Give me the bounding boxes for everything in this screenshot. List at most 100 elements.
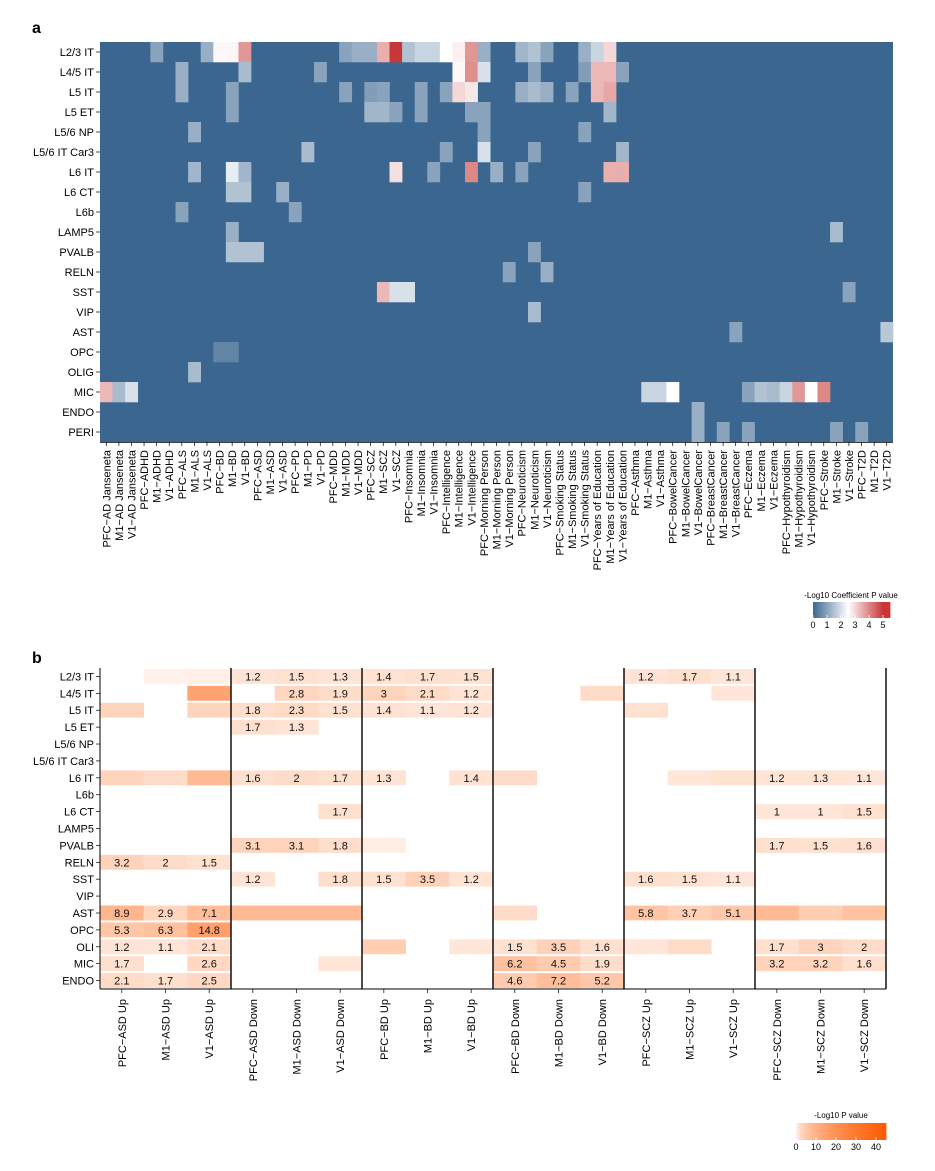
column-label: PFC−BD xyxy=(215,450,227,494)
heatmap-cell xyxy=(493,770,537,786)
cell-value-label: 2.1 xyxy=(202,942,217,954)
heatmap-cell xyxy=(125,382,139,403)
heatmap-cell xyxy=(200,42,214,63)
heatmap-cell xyxy=(187,854,232,870)
cell-value-label: 5.8 xyxy=(638,908,653,920)
heatmap-cell xyxy=(755,770,799,786)
row-label: ENDO xyxy=(62,407,94,419)
cell-value-label: 1 xyxy=(817,807,823,819)
heatmap-cell xyxy=(798,956,843,972)
column-label: V1−Eczema xyxy=(768,449,780,509)
heatmap-cell xyxy=(490,162,504,183)
row-label: L2/3 IT xyxy=(60,671,95,683)
heatmap-cell xyxy=(225,342,239,363)
heatmap-cell xyxy=(624,871,668,887)
cell-value-label: 7.1 xyxy=(202,908,217,920)
legend-swatch xyxy=(860,602,863,618)
legend-swatch xyxy=(824,1123,827,1140)
column-label: V1−Stroke xyxy=(844,450,856,502)
legend-swatch xyxy=(843,602,846,618)
cell-value-label: 3.2 xyxy=(813,959,828,971)
heatmap-cell xyxy=(274,669,319,684)
heatmap-cell xyxy=(225,222,239,243)
heatmap-cell xyxy=(100,854,144,870)
heatmap-cell xyxy=(143,770,188,786)
heatmap-cell xyxy=(578,62,592,83)
legend-swatch xyxy=(832,602,834,618)
legend-swatch xyxy=(878,602,881,618)
heatmap-cell xyxy=(540,82,554,103)
legend-swatch xyxy=(873,602,875,618)
cell-value-label: 1.2 xyxy=(638,671,653,683)
column-label: V1−SCZ xyxy=(391,450,403,492)
cell-value-label: 1.7 xyxy=(114,959,129,971)
column-label: PFC−Smoking Status xyxy=(554,450,566,556)
legend-swatch xyxy=(859,1123,861,1140)
column-label: PFC−BreastCancer xyxy=(706,450,718,546)
heatmap-cell xyxy=(842,956,887,972)
cell-value-label: 2.9 xyxy=(158,908,173,920)
heatmap-cell xyxy=(798,770,843,786)
column-label: M1−ALS xyxy=(189,450,201,493)
column-label: PFC−Asthma xyxy=(630,449,642,516)
legend-swatch xyxy=(848,602,851,618)
cell-value-label: 1.3 xyxy=(289,722,304,734)
legend-tick-label: 40 xyxy=(871,1142,881,1152)
heatmap-cell xyxy=(798,905,843,921)
panel-a-legend: -Log10 Coefficient P value 0 1 2 3 4 5 xyxy=(804,591,898,630)
heatmap-cell xyxy=(641,382,655,403)
column-label: PFC−Neuroticism xyxy=(517,450,529,537)
legend-swatch xyxy=(844,1123,846,1140)
heatmap-cell xyxy=(339,82,353,103)
cell-value-label: 1.7 xyxy=(420,671,435,683)
heatmap-cell xyxy=(779,382,793,403)
legend-swatch xyxy=(820,602,823,618)
legend-tick-label: 1 xyxy=(824,620,829,630)
heatmap-cell xyxy=(225,82,239,103)
heatmap-cell xyxy=(389,162,403,183)
heatmap-cell xyxy=(798,837,843,853)
column-label: PFC−Eczema xyxy=(743,449,755,518)
cell-value-label: 5.3 xyxy=(114,925,129,937)
cell-value-label: 1.8 xyxy=(333,840,348,852)
row-label: L5 IT xyxy=(69,87,94,99)
heatmap-cell xyxy=(624,669,668,684)
legend-swatch xyxy=(888,602,891,618)
heatmap-cell xyxy=(624,702,668,718)
column-label: PFC−Stroke xyxy=(819,450,831,510)
heatmap-cell xyxy=(238,162,252,183)
legend-swatch xyxy=(826,1123,828,1140)
legend-swatch xyxy=(829,1123,831,1140)
column-label: PFC−SCZ Up xyxy=(641,999,653,1067)
heatmap-cell xyxy=(238,62,252,83)
row-label: L4/5 IT xyxy=(60,688,95,700)
legend-title: -Log10 P value xyxy=(814,1111,868,1120)
heatmap-cell xyxy=(187,702,232,718)
heatmap-cell xyxy=(754,382,768,403)
column-label: M1−Intelligence xyxy=(454,450,466,527)
row-label: VIP xyxy=(76,891,94,903)
legend-swatch xyxy=(836,602,838,618)
column-label: V1−ASD Up xyxy=(204,999,216,1059)
legend-swatch xyxy=(805,1123,807,1140)
heatmap-cell xyxy=(667,669,712,684)
heatmap-cell xyxy=(362,685,406,701)
heatmap-cell xyxy=(449,669,494,684)
heatmap-cell xyxy=(313,62,327,83)
column-label: PFC−BowelCancer xyxy=(668,450,680,544)
cell-value-label: 1.7 xyxy=(333,807,348,819)
heatmap-cell xyxy=(590,42,604,63)
legend-swatch xyxy=(883,1123,885,1140)
heatmap-cell xyxy=(100,702,144,718)
cell-value-label: 1.1 xyxy=(726,874,741,886)
heatmap-cell xyxy=(238,182,252,203)
heatmap-cell xyxy=(755,956,799,972)
heatmap-cell xyxy=(143,854,188,870)
heatmap-cell xyxy=(691,402,705,423)
heatmap-cell xyxy=(465,102,478,123)
column-label: V1−Neuroticism xyxy=(542,450,554,528)
heatmap-cell xyxy=(493,956,537,972)
heatmap-cell xyxy=(830,422,843,443)
heatmap-cell xyxy=(565,82,579,103)
row-label: L5 IT xyxy=(69,705,94,717)
